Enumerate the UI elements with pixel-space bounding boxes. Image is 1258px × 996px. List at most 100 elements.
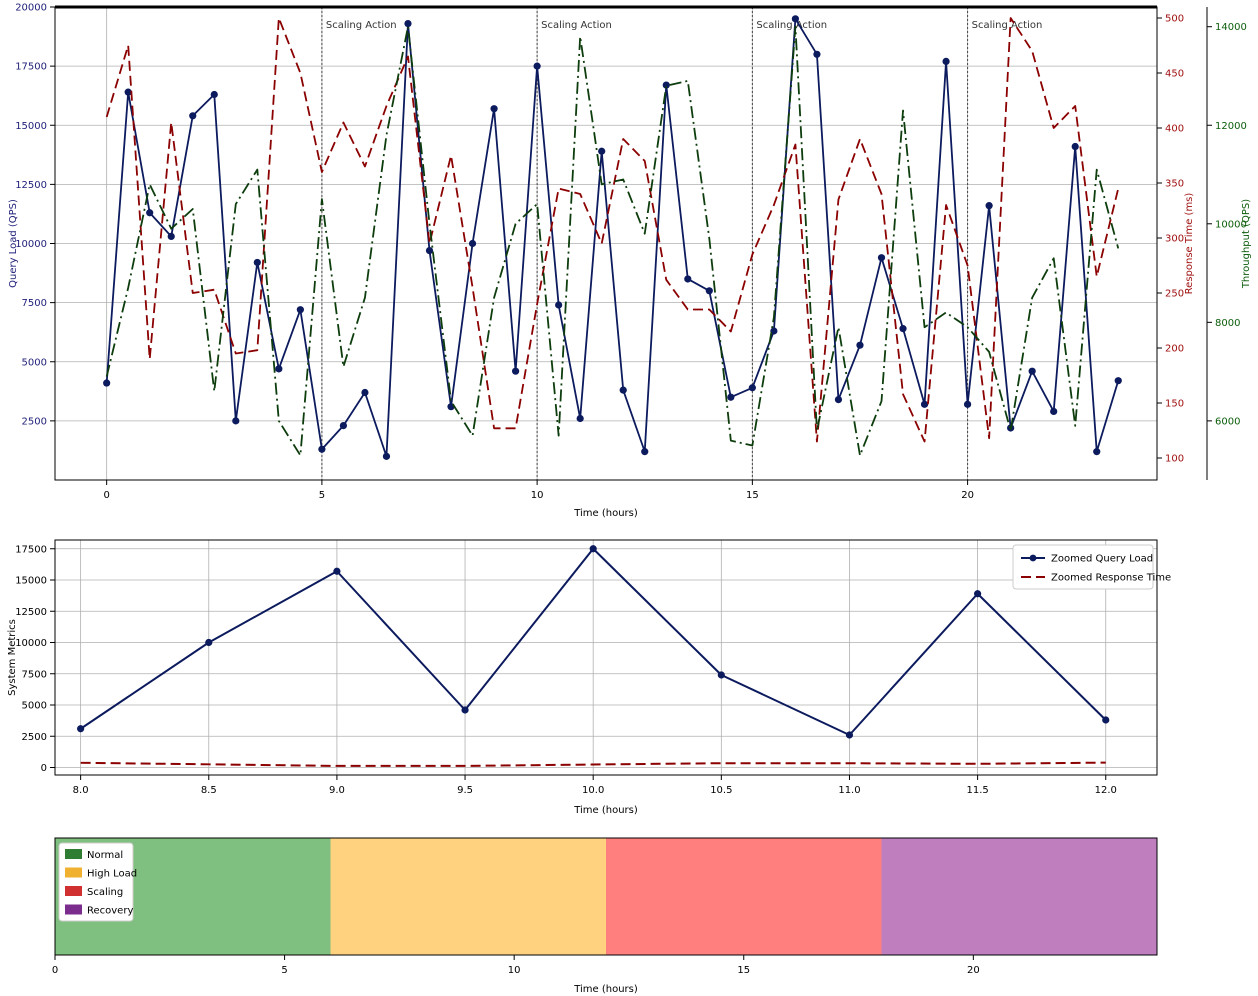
data-point-query-load — [339, 422, 348, 430]
data-point-zoomed-query-load — [845, 731, 854, 739]
y-right-tick-label: 400 — [1165, 124, 1184, 135]
legend-marker — [1029, 554, 1037, 562]
x-axis-label: Time (hours) — [573, 805, 638, 816]
data-point-query-load — [985, 202, 993, 210]
data-point-query-load — [189, 112, 197, 120]
x-tick-label: 0 — [103, 490, 109, 501]
main-chart-panel: Scaling Action Scaling Action Scaling Acti… — [8, 3, 1252, 520]
scaling-action-label: Scaling Action — [972, 20, 1043, 31]
y-left-tick-label: 20000 — [15, 3, 47, 14]
y-left-tick-label: 12500 — [15, 180, 47, 191]
data-point-query-load — [1093, 448, 1101, 456]
data-point-query-load — [1114, 377, 1122, 385]
y-right2-tick-label: 12000 — [1215, 121, 1247, 132]
data-point-query-load — [103, 379, 111, 387]
y-right-tick-label: 200 — [1165, 344, 1184, 355]
data-point-query-load — [619, 386, 627, 394]
x-tick-label: 11.0 — [838, 785, 860, 796]
data-point-zoomed-query-load — [77, 725, 85, 733]
legend-label: High Load — [87, 869, 137, 880]
y-right-tick-label: 500 — [1165, 14, 1184, 25]
data-point-query-load — [468, 239, 477, 248]
phase-band-scaling — [606, 838, 882, 955]
data-point-query-load — [382, 452, 391, 460]
data-point-query-load — [813, 50, 821, 58]
y-tick-label: 2500 — [22, 732, 47, 743]
data-point-query-load — [146, 209, 154, 217]
data-point-query-load — [512, 367, 520, 375]
y-tick-label: 17500 — [15, 544, 47, 555]
data-point-query-load — [232, 417, 240, 425]
y-tick-label: 0 — [41, 763, 47, 774]
x-tick-label: 8.5 — [201, 785, 217, 796]
data-point-query-load — [490, 105, 498, 113]
legend-swatch — [65, 904, 82, 915]
legend-label: Scaling — [87, 887, 123, 898]
y-left-tick-label: 2500 — [22, 416, 47, 427]
x-tick-label: 10.0 — [582, 785, 604, 796]
series-line-query-load — [105, 17, 1120, 458]
data-point-query-load — [598, 147, 606, 155]
y-right-tick-label: 150 — [1165, 399, 1184, 410]
data-point-query-load — [684, 275, 692, 283]
x-tick-label: 9.0 — [329, 785, 345, 796]
data-point-zoomed-query-load — [1102, 716, 1110, 724]
plot-frame — [54, 837, 1158, 956]
scaling-action-label: Scaling Action — [541, 20, 612, 31]
series-line-throughput — [105, 25, 1120, 457]
y-left-tick-label: 15000 — [15, 121, 47, 132]
y-right2-axis-label: Throughput (QPS) — [1241, 199, 1252, 289]
data-point-query-load — [253, 258, 261, 267]
data-point-query-load — [942, 57, 950, 65]
x-tick-label: 10 — [508, 965, 521, 976]
legend-box — [1012, 544, 1154, 590]
y-right-tick-label: 100 — [1165, 454, 1184, 465]
legend-swatch — [65, 886, 82, 896]
legend-box — [58, 842, 134, 922]
y-tick-label: 10000 — [15, 638, 47, 649]
y-tick-label: 7500 — [22, 669, 47, 680]
data-point-query-load — [210, 90, 218, 99]
y-tick-label: 5000 — [22, 701, 47, 712]
data-point-query-load — [404, 19, 412, 28]
legend-label: Zoomed Response Time — [1051, 573, 1171, 584]
y-left-tick-label: 5000 — [22, 357, 47, 368]
y-left-tick-label: 10000 — [15, 239, 47, 250]
data-point-query-load — [124, 88, 132, 96]
data-point-query-load — [361, 388, 369, 397]
y-right2-tick-label: 10000 — [1215, 219, 1247, 230]
data-point-query-load — [856, 341, 864, 349]
x-tick-label: 15 — [746, 490, 759, 501]
y-right-axis-label: Response Time (ms) — [1184, 193, 1195, 295]
x-tick-label: 15 — [737, 965, 750, 976]
x-tick-label: 10 — [531, 490, 544, 501]
zoomed-chart-panel: 8.0 8.5 9.0 9.5 10.0 10.5 11.0 11.5 12.0 Time (ho… — [7, 539, 1171, 816]
data-point-query-load — [576, 414, 584, 423]
y-left-tick-label: 7500 — [22, 298, 47, 309]
y-right-tick-label: 300 — [1165, 234, 1184, 245]
x-tick-label: 11.5 — [966, 785, 988, 796]
x-tick-label: 8.0 — [73, 785, 89, 796]
data-point-zoomed-query-load — [461, 706, 469, 714]
data-point-query-load — [1071, 142, 1079, 151]
data-point-query-load — [727, 393, 735, 401]
scaling-action-label: Scaling Action — [756, 20, 827, 31]
x-tick-label: 5 — [281, 965, 287, 976]
legend-label: Zoomed Query Load — [1051, 554, 1153, 565]
x-tick-label: 12.0 — [1095, 785, 1117, 796]
x-tick-label: 9.5 — [457, 785, 473, 796]
x-tick-label: 5 — [319, 490, 325, 501]
legend-swatch — [65, 849, 82, 859]
data-point-query-load — [318, 445, 326, 453]
series-line-response-time — [105, 17, 1120, 443]
legend-label: Normal — [87, 850, 123, 861]
y-right-tick-label: 350 — [1165, 179, 1184, 190]
phase-timeline-panel: 0 5 10 15 20 Time (hours) Normal High Load Scali… — [52, 837, 1158, 995]
data-point-query-load — [963, 400, 972, 408]
data-point-query-load — [899, 325, 907, 333]
data-point-query-load — [920, 400, 929, 408]
x-tick-label: 10.5 — [710, 785, 732, 796]
data-point-query-load — [533, 62, 541, 70]
x-axis-label: Time (hours) — [573, 508, 638, 519]
y-tick-label: 15000 — [15, 576, 47, 587]
